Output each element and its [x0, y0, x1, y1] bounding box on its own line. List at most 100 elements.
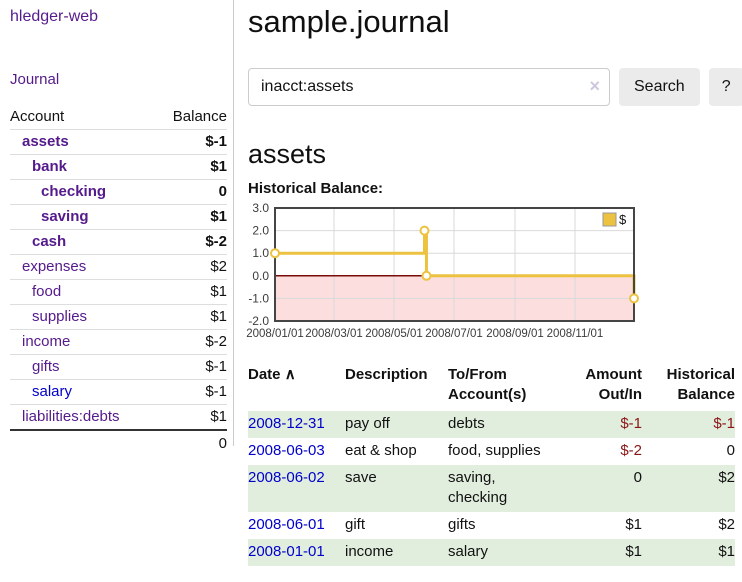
account-row: food $1: [10, 279, 227, 305]
main-content: sample.journal × Search ? assets Histori…: [246, 0, 742, 566]
account-balance: $2: [155, 254, 227, 280]
y-axis-tick-label: -1.0: [248, 291, 269, 305]
column-header-amount[interactable]: Amount Out/In: [585, 366, 642, 403]
account-link-gifts[interactable]: gifts: [32, 358, 60, 375]
data-point: [421, 270, 432, 281]
x-axis-tick-label: 2008/03/01: [305, 328, 363, 340]
transaction-balance: $2: [718, 516, 735, 533]
transaction-description: income: [345, 543, 394, 560]
y-axis-tick-label: 3.0: [252, 201, 269, 215]
account-balance: $1: [155, 279, 227, 305]
data-point: [270, 248, 280, 259]
legend-label: $: [619, 212, 627, 227]
page-title: sample.journal: [248, 4, 450, 39]
date-column-label: Date: [248, 366, 281, 383]
sort-ascending-icon: ∧: [284, 366, 296, 383]
account-balance: $1: [155, 154, 227, 180]
account-link-checking[interactable]: checking: [41, 183, 107, 200]
account-link-supplies[interactable]: supplies: [32, 308, 88, 325]
account-row: liabilities:debts $1: [10, 404, 227, 431]
transaction-row: 2008-06-01 gift gifts $1 $2: [248, 512, 735, 539]
account-row: gifts $-1: [10, 354, 227, 380]
y-axis-tick-label: 2.0: [252, 224, 269, 238]
transaction-amount: 0: [633, 469, 642, 486]
transaction-balance: $1: [718, 543, 735, 560]
chart-title: Historical Balance:: [248, 180, 384, 197]
transaction-description: save: [345, 469, 377, 486]
search-input[interactable]: [248, 68, 610, 106]
account-row: assets $-1: [10, 129, 227, 155]
column-header-date[interactable]: Date ∧: [248, 363, 345, 411]
transaction-date-link[interactable]: 2008-01-01: [248, 543, 325, 560]
sidebar: hledger-web Journal Account Balance asse…: [0, 0, 233, 457]
sidebar-item-journal[interactable]: Journal: [10, 71, 60, 88]
account-balance: $1: [155, 204, 227, 230]
transaction-date-link[interactable]: 2008-06-02: [248, 469, 325, 486]
transaction-date-link[interactable]: 2008-12-31: [248, 415, 325, 432]
x-axis-tick-label: 2008/01/01: [246, 328, 304, 340]
account-link-cash[interactable]: cash: [32, 233, 67, 250]
account-row: supplies $1: [10, 304, 227, 330]
transaction-date-cell: 2008-06-03: [248, 438, 345, 465]
account-link-income[interactable]: income: [22, 333, 71, 350]
transaction-balance: 0: [726, 442, 735, 459]
historical-balance-chart: 2008/01/01 2008/03/01 2008/05/01 2008/07/01…: [246, 201, 639, 340]
transaction-amount: $1: [625, 543, 642, 560]
account-link-saving[interactable]: saving: [41, 208, 89, 225]
transaction-accounts: food, supplies: [448, 442, 541, 459]
transaction-accounts: salary: [448, 543, 489, 560]
transaction-amount: $-1: [620, 415, 642, 432]
account-link-salary[interactable]: salary: [32, 383, 73, 400]
transaction-date-cell: 2008-06-01: [248, 512, 345, 539]
total-row-spacer: [10, 429, 156, 457]
account-balance: $-2: [155, 229, 227, 255]
transaction-date-link[interactable]: 2008-06-01: [248, 516, 325, 533]
account-balance: $-1: [155, 129, 227, 155]
account-balance: $1: [155, 404, 227, 431]
y-axis-tick-label: 0.0: [252, 269, 269, 283]
account-row: saving $1: [10, 204, 227, 230]
account-balance: $-1: [155, 379, 227, 405]
account-heading: assets: [248, 139, 327, 169]
account-row: bank $1: [10, 154, 227, 180]
account-link-expenses[interactable]: expenses: [22, 258, 87, 275]
accounts-table: Account Balance assets $-1 bank $1 checking 0…: [10, 105, 227, 457]
register-table-body: 2008-12-31 pay off debts $-1 $-1 2008-06-03 ea…: [248, 411, 735, 566]
account-balance: $-1: [155, 354, 227, 380]
account-link-liabilities-debts[interactable]: liabilities:debts: [22, 408, 120, 425]
account-link-assets[interactable]: assets: [22, 133, 69, 150]
sidebar-divider: [233, 0, 234, 446]
account-balance: 0: [155, 179, 227, 205]
column-header-balance[interactable]: Historical Balance: [666, 366, 735, 403]
brand-link[interactable]: hledger-web: [10, 8, 99, 25]
transaction-balance: $-1: [713, 415, 735, 432]
transaction-row: 2008-12-31 pay off debts $-1 $-1: [248, 411, 735, 438]
sidebar-total-row: 0: [10, 429, 227, 457]
transaction-date-link[interactable]: 2008-06-03: [248, 442, 325, 459]
help-button[interactable]: ?: [708, 68, 742, 106]
column-header-description[interactable]: Description: [345, 366, 428, 383]
search-button[interactable]: Search: [619, 68, 700, 106]
data-point: [419, 225, 430, 236]
account-link-food[interactable]: food: [32, 283, 62, 300]
accounts-column-account: Account: [10, 105, 156, 130]
account-row: income $-2: [10, 329, 227, 355]
clear-search-icon[interactable]: ×: [589, 76, 600, 96]
account-row: salary $-1: [10, 379, 227, 405]
register-header-row: Date ∧ Description To/From Account(s) Am…: [248, 363, 735, 411]
x-axis-tick-label: 2008/11/01: [547, 328, 604, 340]
accounts-header-row: Account Balance: [10, 105, 227, 130]
transaction-accounts: gifts: [448, 516, 476, 533]
search-bar: × Search ?: [248, 68, 742, 106]
plot-border: [274, 207, 635, 322]
legend-swatch: [602, 212, 617, 227]
account-link-bank[interactable]: bank: [32, 158, 68, 175]
transaction-row: 2008-01-01 income salary $1 $1: [248, 539, 735, 566]
transaction-description: eat & shop: [345, 442, 417, 459]
x-axis-tick-label: 2008/05/01: [365, 328, 423, 340]
transaction-balance: $2: [718, 469, 735, 486]
account-row: checking 0: [10, 179, 227, 205]
x-axis-tick-label: 2008/07/01: [425, 328, 483, 340]
column-header-accounts[interactable]: To/From Account(s): [448, 366, 527, 403]
